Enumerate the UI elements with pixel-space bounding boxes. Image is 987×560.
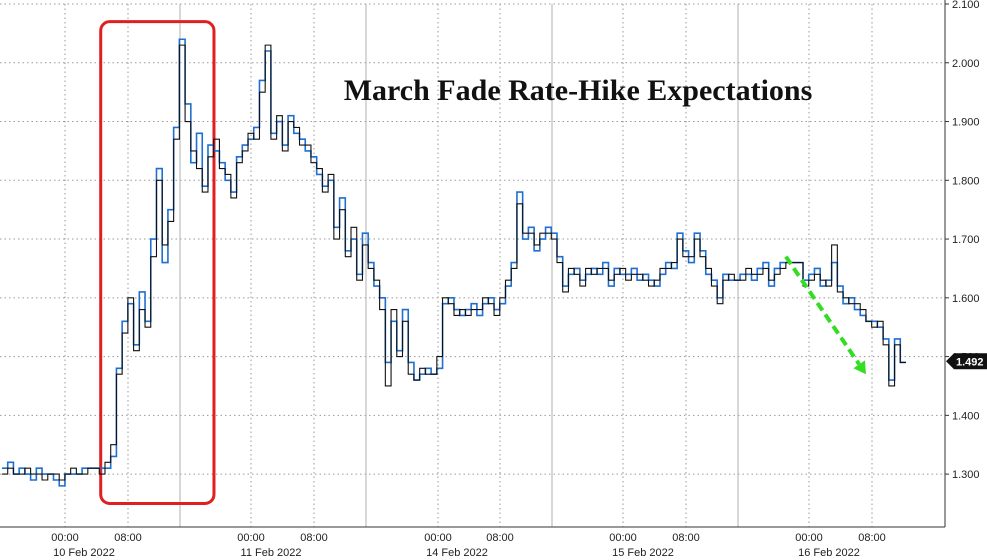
x-tick-label-date: 16 Feb 2022 <box>798 547 860 559</box>
x-tick-label-date: 15 Feb 2022 <box>612 547 674 559</box>
x-tick-label-date: 14 Feb 2022 <box>426 547 488 559</box>
last-value-label: 1.492 <box>956 356 984 368</box>
y-tick-label: 2.000 <box>952 58 980 70</box>
highlight-box-group <box>99 20 216 505</box>
series-layer <box>2 38 906 487</box>
y-tick-label: 1.800 <box>952 175 980 187</box>
arrow-group <box>784 255 866 375</box>
x-tick-label-time: 08:00 <box>114 532 142 544</box>
x-tick-label-time: 08:00 <box>672 532 700 544</box>
x-axis-ticks: 00:00 08:00 00:00 08:00 00:00 08:00 00:00 08:00… <box>51 532 886 559</box>
x-tick-label-time: 08:00 <box>486 532 514 544</box>
x-tick-label-time: 00:00 <box>795 532 823 544</box>
y-axis-ticks: 2.1002.0001.9001.8001.7001.6001.5001.400… <box>945 0 980 481</box>
last-value-badge: 1.492 <box>946 353 987 370</box>
x-tick-label-time: 08:00 <box>300 532 328 544</box>
arrow-shaft <box>784 255 861 366</box>
y-tick-label: 1.700 <box>952 234 980 246</box>
x-tick-label-time: 00:00 <box>609 532 637 544</box>
x-tick-label-time: 00:00 <box>424 532 452 544</box>
x-tick-label-time: 00:00 <box>237 532 265 544</box>
arrow-head <box>853 360 866 375</box>
x-tick-label-time: 08:00 <box>858 532 886 544</box>
x-tick-label-time: 00:00 <box>51 532 79 544</box>
y-tick-label: 1.900 <box>952 117 980 129</box>
last-value-tag <box>946 353 987 370</box>
x-tick-label-date: 10 Feb 2022 <box>53 547 115 559</box>
y-tick-label: 1.300 <box>952 469 980 481</box>
chart-title: March Fade Rate-Hike Expectations <box>344 74 813 107</box>
axes <box>0 0 946 528</box>
y-tick-label: 1.400 <box>952 410 980 422</box>
y-tick-label: 2.100 <box>952 0 980 11</box>
y-tick-label: 1.600 <box>952 293 980 305</box>
series-line-2 <box>2 44 906 481</box>
x-tick-label-date: 11 Feb 2022 <box>241 547 302 559</box>
highlight-box <box>99 20 216 505</box>
